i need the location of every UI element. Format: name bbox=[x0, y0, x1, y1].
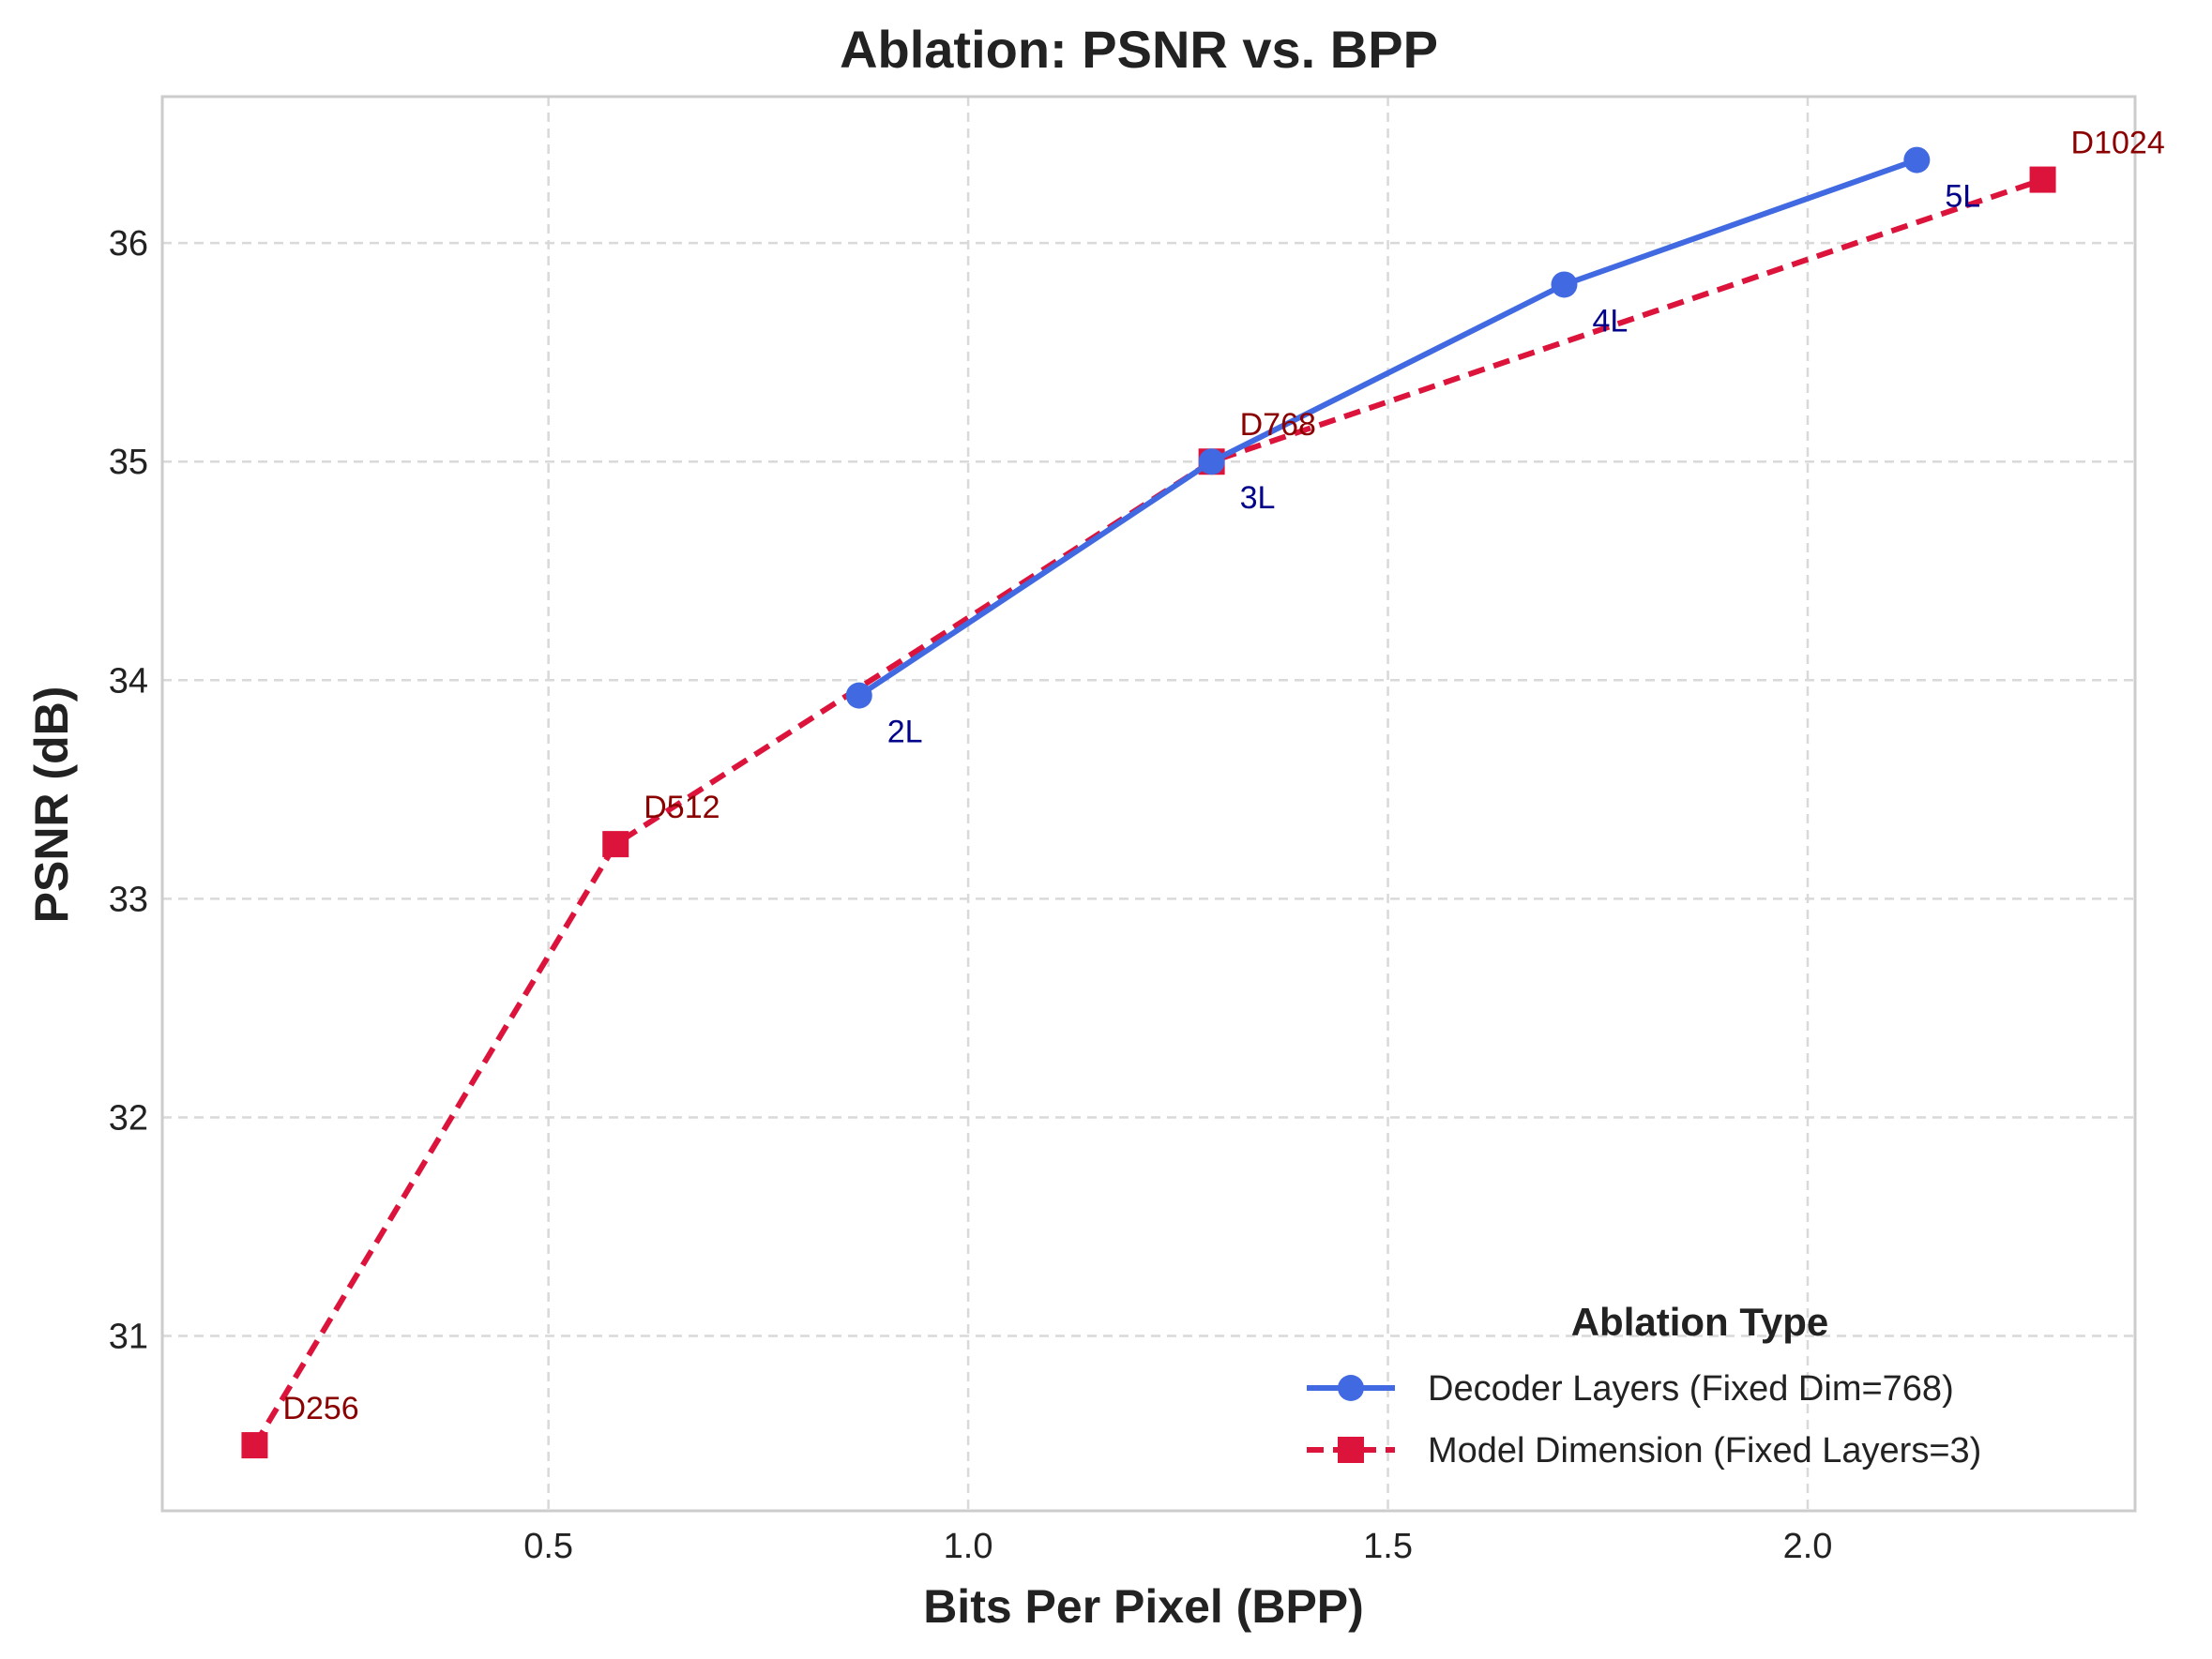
point-label: D256 bbox=[282, 1391, 358, 1426]
series-line bbox=[251, 176, 2044, 1447]
legend-entry: Decoder Layers (Fixed Dim=768) bbox=[1307, 1369, 1954, 1409]
y-tick-label: 36 bbox=[109, 224, 148, 264]
y-tick-label: 32 bbox=[109, 1098, 148, 1138]
data-point-square bbox=[602, 831, 629, 858]
y-tick-label: 33 bbox=[109, 880, 148, 919]
point-label: 3L bbox=[1240, 480, 1276, 516]
x-tick-label: 1.5 bbox=[1363, 1527, 1413, 1566]
point-label: 5L bbox=[1945, 179, 1980, 215]
plot-frame bbox=[160, 95, 2137, 1513]
legend-title: Ablation Type bbox=[1571, 1300, 1829, 1344]
point-label: 4L bbox=[1592, 303, 1628, 339]
x-tick-label: 0.5 bbox=[523, 1527, 573, 1566]
x-axis-ticks: 0.5 1.0 1.5 2.0 bbox=[523, 1527, 1832, 1566]
x-axis-label: Bits Per Pixel (BPP) bbox=[923, 1580, 1364, 1633]
legend-marker bbox=[1338, 1437, 1364, 1463]
legend-label: Model Dimension (Fixed Layers=3) bbox=[1428, 1431, 1981, 1470]
series-line bbox=[856, 157, 1920, 699]
legend: Ablation Type Decoder Layers (Fixed Dim=… bbox=[1307, 1300, 1981, 1470]
y-axis-ticks: 31 32 33 34 35 36 bbox=[109, 224, 148, 1356]
series-layer bbox=[241, 146, 2056, 1459]
y-tick-label: 31 bbox=[109, 1318, 148, 1357]
point-labels: 2L 3L 4L 5L D256 D512 D768 D1024 bbox=[282, 126, 2164, 1427]
series-model-dimension bbox=[241, 166, 2056, 1459]
point-label: D512 bbox=[644, 790, 720, 825]
data-point-circle bbox=[1903, 146, 1931, 173]
legend-label: Decoder Layers (Fixed Dim=768) bbox=[1428, 1369, 1954, 1409]
y-tick-label: 35 bbox=[109, 443, 148, 482]
series-decoder-layers bbox=[845, 146, 1931, 709]
point-label: D768 bbox=[1240, 407, 1316, 443]
data-point-square bbox=[241, 1432, 268, 1459]
y-axis-label: PSNR (dB) bbox=[25, 686, 78, 924]
legend-marker bbox=[1338, 1375, 1364, 1401]
chart-title: Ablation: PSNR vs. BPP bbox=[840, 20, 1438, 79]
data-point-circle bbox=[1198, 448, 1225, 475]
data-point-circle bbox=[845, 682, 872, 709]
legend-entries: Decoder Layers (Fixed Dim=768) Model Dime… bbox=[1307, 1369, 1981, 1470]
grid bbox=[162, 97, 2135, 1511]
x-tick-label: 1.0 bbox=[944, 1527, 993, 1566]
legend-entry: Model Dimension (Fixed Layers=3) bbox=[1307, 1431, 1981, 1470]
x-tick-label: 2.0 bbox=[1783, 1527, 1833, 1566]
point-label: D1024 bbox=[2071, 126, 2165, 161]
data-point-square bbox=[2029, 166, 2056, 193]
data-point-circle bbox=[1551, 271, 1578, 298]
point-label: 2L bbox=[887, 715, 923, 750]
y-tick-label: 34 bbox=[109, 661, 148, 701]
